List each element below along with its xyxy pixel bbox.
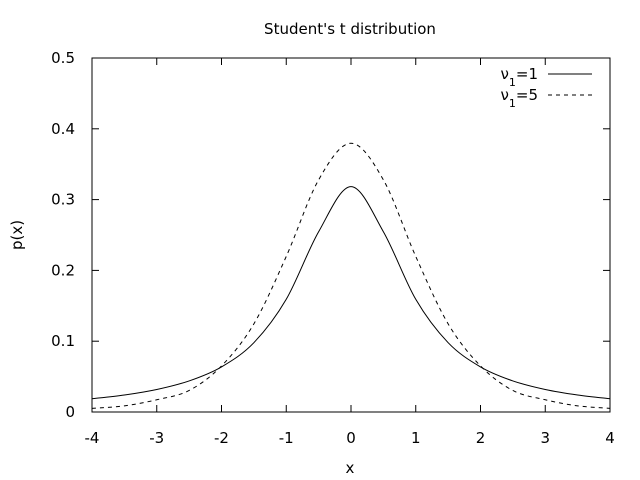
x-tick-label: -2 — [214, 429, 229, 447]
x-tick-label: 3 — [540, 429, 550, 447]
x-tick-label: 1 — [411, 429, 421, 447]
series-line-2 — [91, 142, 611, 409]
x-tick-label: -1 — [279, 429, 294, 447]
y-tick-label: 0.4 — [51, 120, 75, 138]
x-tick-label: -3 — [149, 429, 164, 447]
x-tick-label: 2 — [476, 429, 486, 447]
chart-title: Student's t distribution — [264, 20, 436, 38]
x-tick-label: -4 — [85, 429, 100, 447]
legend-label: ν1=1 — [500, 65, 538, 89]
series-line-1 — [91, 186, 611, 400]
y-tick-label: 0 — [65, 403, 75, 421]
legend: ν1=1ν1=5 — [500, 65, 592, 110]
y-tick-label: 0.3 — [51, 191, 75, 209]
plot-frame — [91, 57, 611, 413]
series-layer — [91, 142, 611, 409]
legend-label: ν1=5 — [500, 86, 538, 110]
y-tick-label: 0.1 — [51, 332, 75, 350]
y-axis-label: p(x) — [8, 220, 26, 250]
x-tick-label: 4 — [605, 429, 615, 447]
axis-ticks: -4 -3 -2 -1 0 1 2 3 4 0 0.1 0.2 0.3 0.4 0.5 — [51, 49, 615, 447]
y-tick-label: 0.5 — [51, 49, 75, 67]
y-tick-label: 0.2 — [51, 261, 75, 279]
x-axis-label: x — [346, 459, 355, 477]
x-tick-label: 0 — [346, 429, 356, 447]
